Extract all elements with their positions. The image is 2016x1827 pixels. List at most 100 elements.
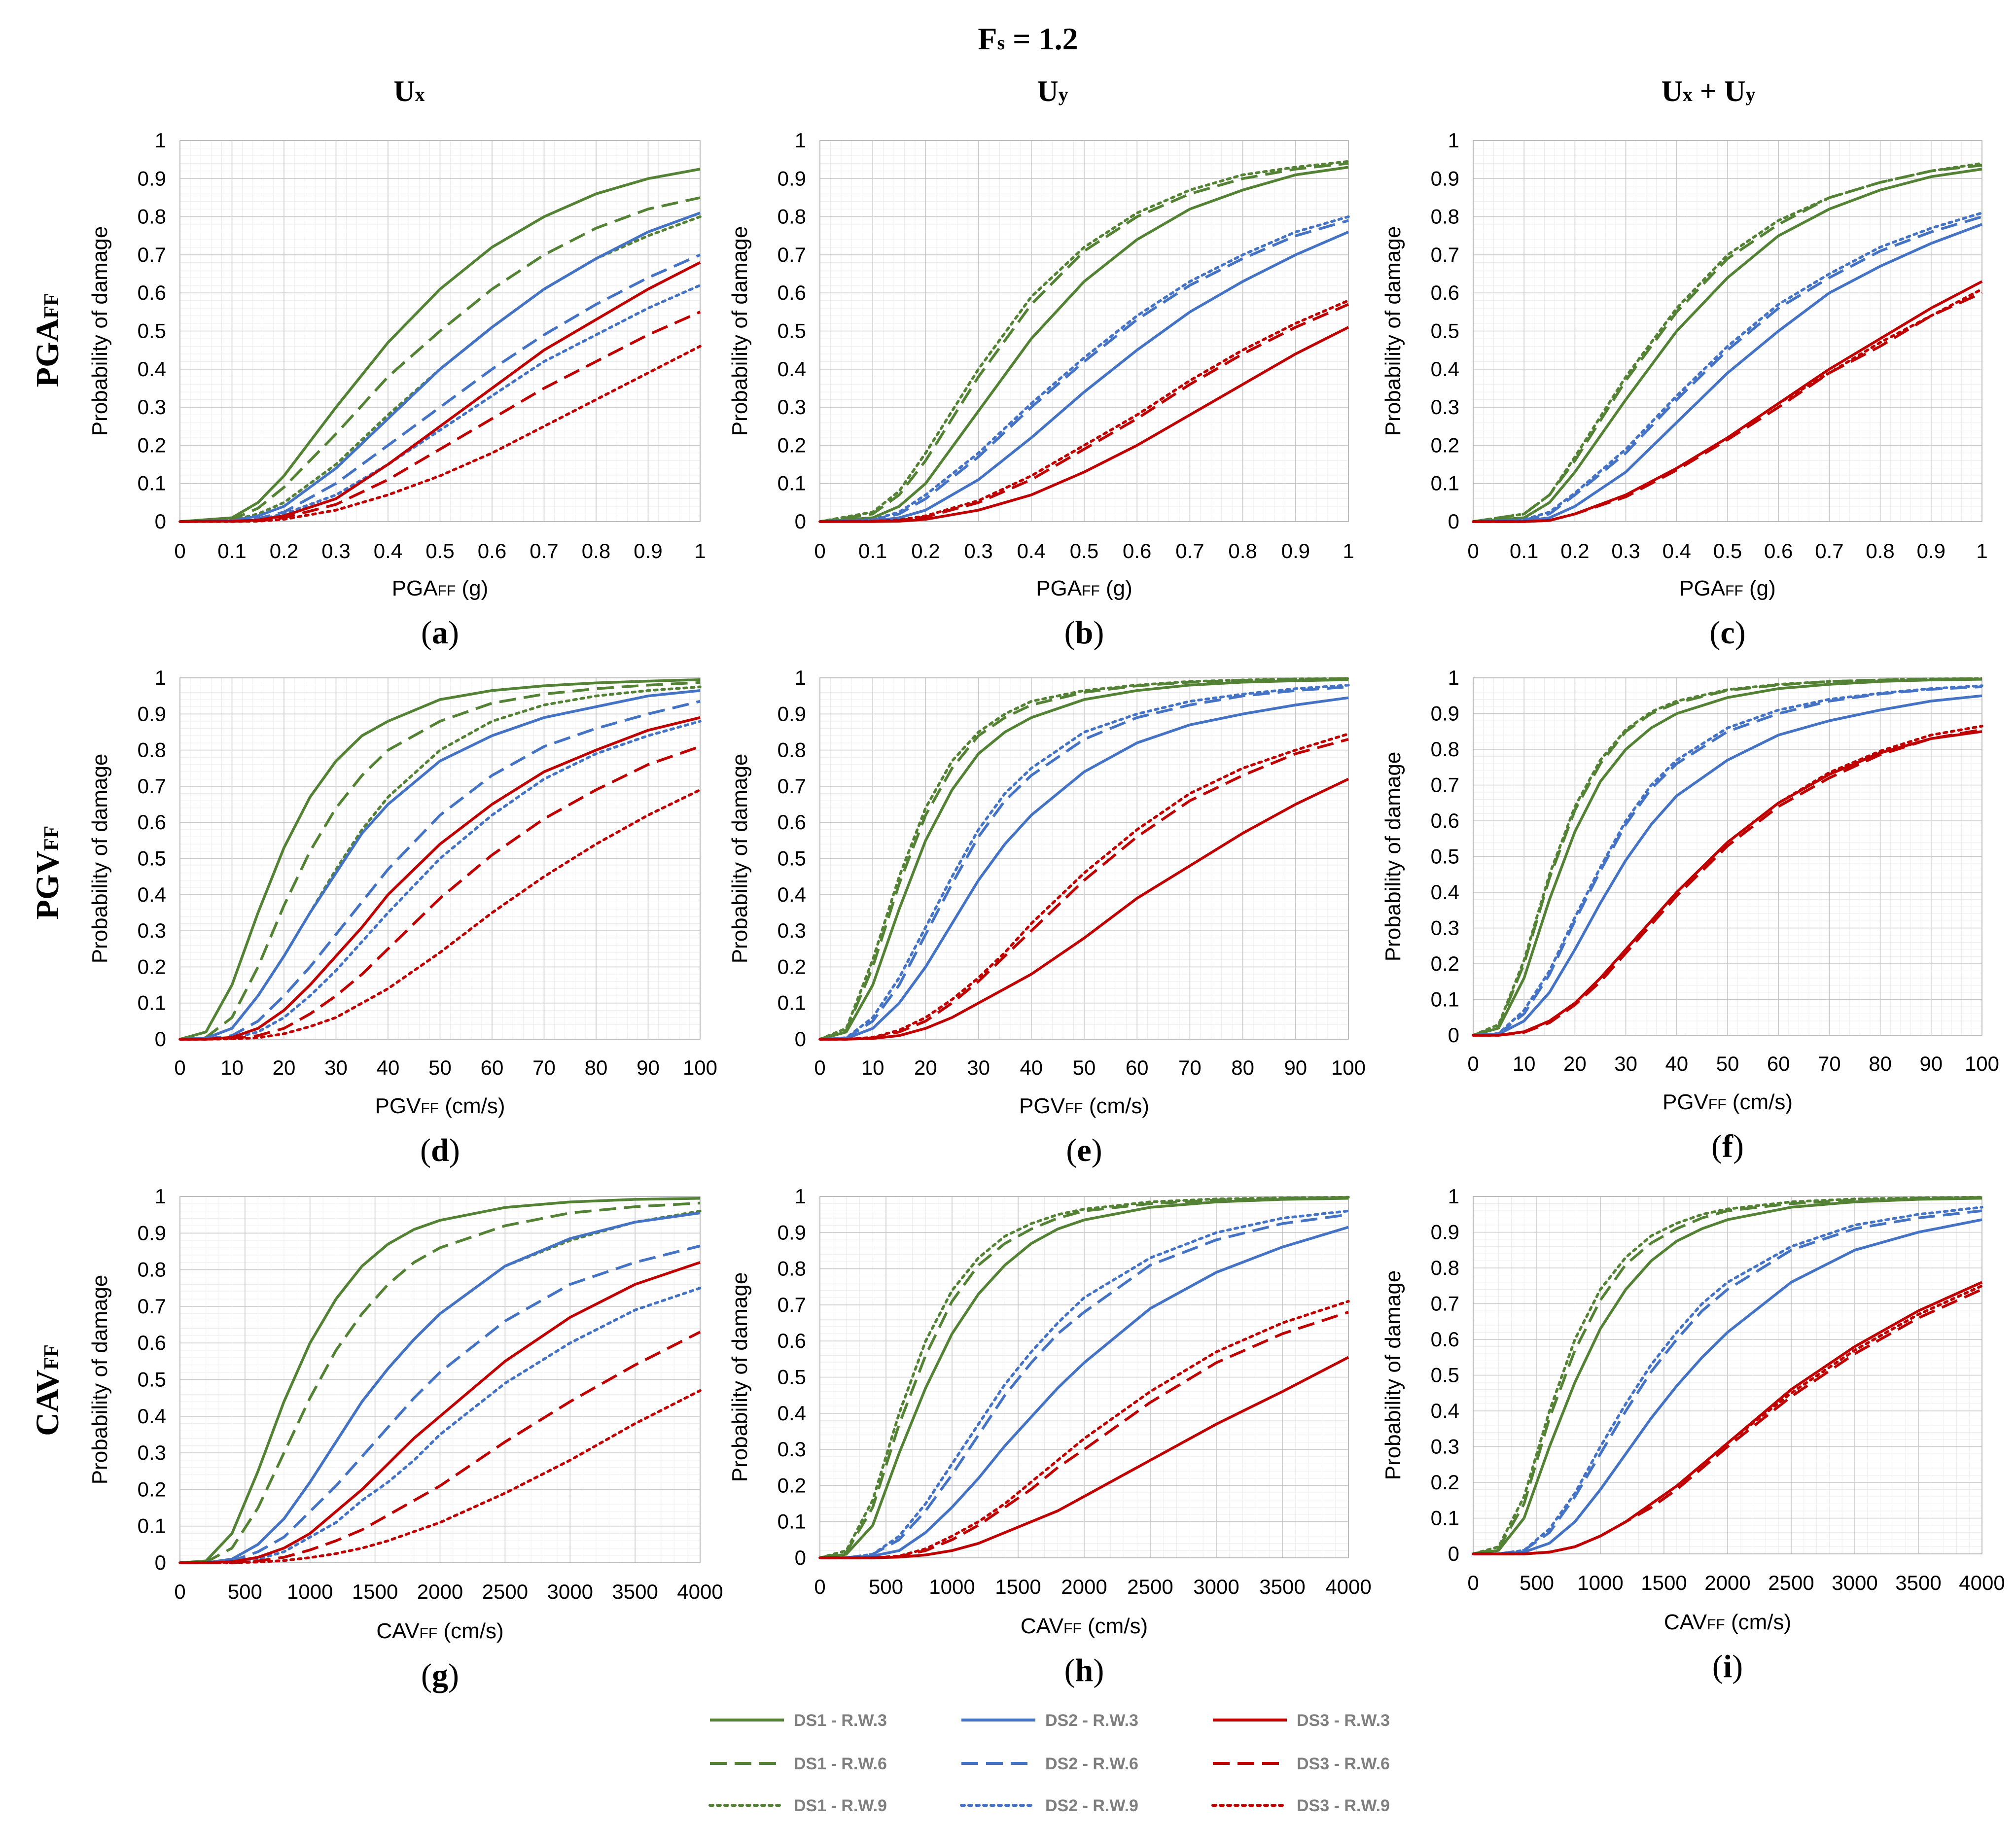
- panel-e: 0 10 20 30 40 50 60 70 80 90 100 0 0.1 0.2 0.3 0.4 0.5 0.…: [728, 666, 1366, 1168]
- y-tick-label: 0: [1448, 510, 1459, 533]
- x-tick-label: 70: [532, 1056, 556, 1079]
- y-tick-label: 0.2: [138, 1477, 166, 1501]
- y-tick-label: 0.9: [1431, 167, 1459, 190]
- x-tick-label: 70: [1818, 1052, 1841, 1075]
- y-tick-label: 0.8: [1431, 738, 1459, 761]
- legend-label: DS1 - R.W.6: [794, 1755, 887, 1773]
- legend-item: DS2 - R.W.9: [960, 1796, 1138, 1815]
- y-tick-label: 0.3: [778, 395, 806, 419]
- y-tick-label: 1: [795, 666, 806, 689]
- series-line-ds2-r-w-3: [179, 689, 701, 1041]
- x-tick-label: 3500: [612, 1580, 658, 1603]
- y-tick-label: 0.9: [1431, 702, 1459, 725]
- y-tick-label: 0.4: [138, 1405, 166, 1428]
- series-line-ds2-r-w-6: [179, 253, 701, 523]
- x-tick-label: 50: [428, 1056, 452, 1079]
- x-tick-label: 30: [324, 1056, 348, 1079]
- y-tick-label: 0.4: [1431, 1399, 1459, 1422]
- y-tick-label: 0.3: [138, 395, 166, 419]
- x-axis-label: PGVFF (cm/s): [1019, 1094, 1149, 1118]
- y-tick-label: 0: [795, 510, 806, 533]
- x-tick-label: 0.1: [858, 539, 887, 562]
- series-line-ds1-r-w-9: [1472, 1195, 1983, 1555]
- x-tick-label: 0.5: [1070, 539, 1098, 562]
- x-tick-label: 0.8: [1866, 539, 1894, 562]
- series-line-ds1-r-w-9: [1472, 677, 1983, 1037]
- series-line-ds3-r-w-3: [820, 777, 1349, 1041]
- x-tick-label: 0: [1467, 1052, 1479, 1075]
- series-line-ds1-r-w-6: [819, 677, 1349, 1041]
- x-tick-label: 0.7: [1175, 539, 1204, 562]
- y-tick-label: 0.8: [778, 738, 806, 762]
- y-axis-label: Probability of damage: [88, 226, 112, 436]
- x-tick-label: 4000: [1959, 1571, 2005, 1594]
- series-line-ds3-r-w-9: [178, 1389, 702, 1564]
- figure-title: Fs = 1.2: [978, 21, 1078, 56]
- y-tick-label: 0.7: [778, 1293, 806, 1316]
- series-line-ds3-r-w-9: [1472, 1284, 1983, 1555]
- y-tick-label: 0.8: [138, 205, 166, 228]
- y-tick-label: 0.6: [1431, 281, 1459, 304]
- series-line-ds3-r-w-9: [178, 345, 702, 523]
- series-line-ds1-r-w-6: [179, 196, 701, 523]
- x-tick-label: 0.4: [1662, 539, 1691, 562]
- y-tick-label: 0.2: [778, 1474, 806, 1497]
- y-tick-label: 0.1: [138, 1514, 166, 1538]
- y-tick-label: 0.7: [1431, 1292, 1459, 1315]
- panel-h: 0 500 1000 1500 2000 2500 3000 3500 4000 0 0.1 0.2 0…: [728, 1185, 1372, 1688]
- series-line-ds1-r-w-3: [819, 166, 1349, 523]
- x-tick-label: 40: [1020, 1056, 1043, 1079]
- legend-item: DS2 - R.W.3: [961, 1711, 1138, 1730]
- x-tick-label: 90: [1919, 1052, 1943, 1075]
- series-line-ds2-r-w-9: [1472, 1206, 1983, 1555]
- panel-letter: (e): [1066, 1132, 1102, 1168]
- y-tick-label: 0.3: [138, 919, 166, 942]
- series-line-ds2-r-w-9: [178, 720, 702, 1041]
- series-line-ds1-r-w-3: [1473, 168, 1982, 523]
- series-line-ds1-r-w-6: [179, 681, 701, 1041]
- y-axis-label: Probability of damage: [1381, 1270, 1405, 1480]
- x-tick-label: 70: [1178, 1056, 1202, 1079]
- y-tick-label: 0.2: [138, 433, 166, 457]
- y-tick-label: 0.8: [778, 205, 806, 228]
- y-tick-label: 0.2: [138, 955, 166, 978]
- row-title-pgv: PGVFF: [30, 826, 66, 920]
- series-line-ds1-r-w-6: [819, 162, 1349, 523]
- legend-label: DS3 - R.W.3: [1297, 1711, 1390, 1730]
- series-line-ds1-r-w-3: [1473, 678, 1982, 1037]
- x-tick-label: 0.9: [1281, 539, 1310, 562]
- x-tick-label: 0.3: [964, 539, 992, 562]
- plot-area: [819, 140, 1349, 522]
- x-tick-label: 0.5: [1713, 539, 1742, 562]
- x-tick-label: 3500: [1259, 1575, 1305, 1598]
- series-line-ds1-r-w-3: [1473, 1196, 1982, 1555]
- x-tick-label: 0: [1467, 539, 1479, 562]
- x-tick-label: 80: [585, 1056, 608, 1079]
- y-tick-label: 1: [155, 666, 166, 689]
- y-tick-label: 0.5: [1431, 845, 1459, 868]
- series-line-ds2-r-w-9: [818, 1209, 1350, 1559]
- y-tick-label: 0.9: [138, 167, 166, 190]
- y-tick-label: 0.2: [1431, 1471, 1459, 1494]
- y-tick-label: 0.3: [1431, 916, 1459, 940]
- y-tick-label: 1: [795, 1185, 806, 1208]
- x-tick-label: 0.2: [911, 539, 940, 562]
- y-tick-label: 0.7: [778, 774, 806, 798]
- y-axis-label: Probability of damage: [88, 1275, 112, 1485]
- y-tick-label: 0.3: [778, 1438, 806, 1461]
- series-line-ds1-r-w-3: [179, 168, 701, 523]
- y-tick-label: 0.5: [778, 847, 806, 870]
- y-tick-label: 0: [155, 1551, 166, 1574]
- series-line-ds2-r-w-9: [1472, 684, 1983, 1037]
- x-tick-label: 20: [273, 1056, 296, 1079]
- x-tick-label: 0: [174, 1056, 185, 1079]
- series-line-ds1-r-w-6: [179, 1201, 701, 1564]
- series-line-ds2-r-w-9: [818, 683, 1350, 1041]
- series-line-ds1-r-w-9: [818, 1195, 1350, 1559]
- legend-item: DS1 - R.W.3: [710, 1711, 887, 1730]
- column-title-ux: Ux: [393, 75, 424, 107]
- plot-area: [179, 1196, 701, 1563]
- y-tick-label: 0.4: [778, 1402, 806, 1425]
- legend-label: DS3 - R.W.9: [1297, 1796, 1390, 1815]
